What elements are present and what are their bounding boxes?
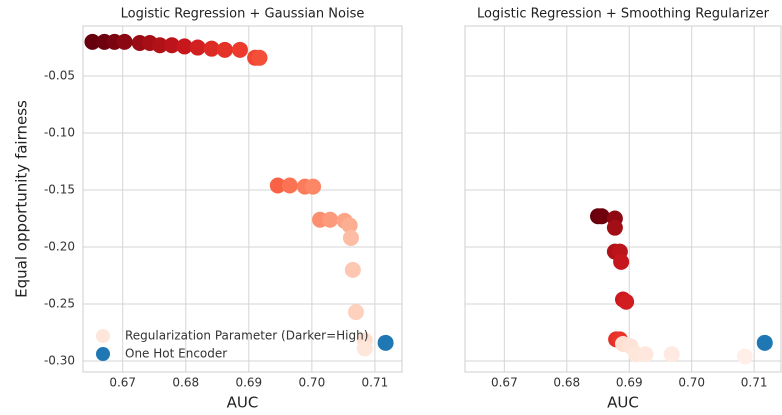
scatter-point bbox=[663, 346, 680, 363]
plot-frame bbox=[464, 25, 782, 373]
x-tick-label: 0.69 bbox=[616, 376, 643, 390]
x-tick-label: 0.71 bbox=[741, 376, 768, 390]
legend-label: Regularization Parameter (Darker=High) bbox=[125, 329, 368, 343]
scatter-point bbox=[305, 178, 322, 195]
x-axis-label: AUC bbox=[607, 394, 639, 412]
plot-frame bbox=[82, 25, 403, 373]
x-tick-label: 0.70 bbox=[678, 376, 705, 390]
chart-title: Logistic Regression + Smoothing Regulari… bbox=[477, 7, 770, 22]
scatter-point bbox=[613, 253, 630, 270]
x-tick-label: 0.68 bbox=[553, 376, 580, 390]
x-tick-label: 0.71 bbox=[362, 376, 389, 390]
x-tick-label: 0.67 bbox=[491, 376, 518, 390]
scatter-point bbox=[216, 41, 233, 58]
y-tick-label: -0.10 bbox=[44, 126, 75, 140]
scatter-point bbox=[356, 340, 373, 357]
y-tick-label: -0.20 bbox=[44, 240, 75, 254]
scatter-point bbox=[281, 177, 298, 194]
x-tick-label: 0.70 bbox=[298, 376, 325, 390]
scatter-point bbox=[251, 49, 268, 66]
x-tick-label: 0.69 bbox=[235, 376, 262, 390]
scatter-point bbox=[593, 208, 610, 225]
x-tick-label: 0.68 bbox=[172, 376, 199, 390]
y-tick-label: -0.05 bbox=[44, 69, 75, 83]
scatter-point bbox=[269, 177, 286, 194]
x-axis-label: AUC bbox=[227, 394, 259, 412]
scatter-point bbox=[637, 346, 654, 363]
scatter-point bbox=[756, 334, 773, 351]
scatter-point bbox=[151, 37, 168, 54]
scatter-point bbox=[116, 33, 133, 50]
y-tick-label: -0.25 bbox=[44, 297, 75, 311]
scatter-point bbox=[618, 293, 635, 310]
scatter-point bbox=[347, 304, 364, 321]
scatter-point bbox=[342, 229, 359, 246]
y-tick-label: -0.15 bbox=[44, 183, 75, 197]
chart-title: Logistic Regression + Gaussian Noise bbox=[121, 7, 365, 22]
scatter-point bbox=[176, 38, 193, 55]
scatter-point bbox=[606, 219, 623, 236]
scatter-point bbox=[163, 37, 180, 54]
y-tick-label: -0.30 bbox=[44, 354, 75, 368]
scatter-point bbox=[231, 41, 248, 58]
legend-label: One Hot Encoder bbox=[125, 347, 227, 361]
x-tick-label: 0.67 bbox=[109, 376, 136, 390]
scatter-point bbox=[84, 33, 101, 50]
legend-marker bbox=[96, 347, 110, 361]
scatter-point bbox=[344, 261, 361, 278]
legend-marker bbox=[96, 329, 110, 343]
scatter-point bbox=[322, 211, 339, 228]
scatter-point bbox=[736, 348, 753, 365]
scatter-point bbox=[377, 334, 394, 351]
scatter-point bbox=[341, 217, 358, 234]
scatter-point bbox=[203, 40, 220, 57]
scatter-point bbox=[189, 39, 206, 56]
y-axis-label: Equal opportunity fairness bbox=[13, 100, 31, 298]
